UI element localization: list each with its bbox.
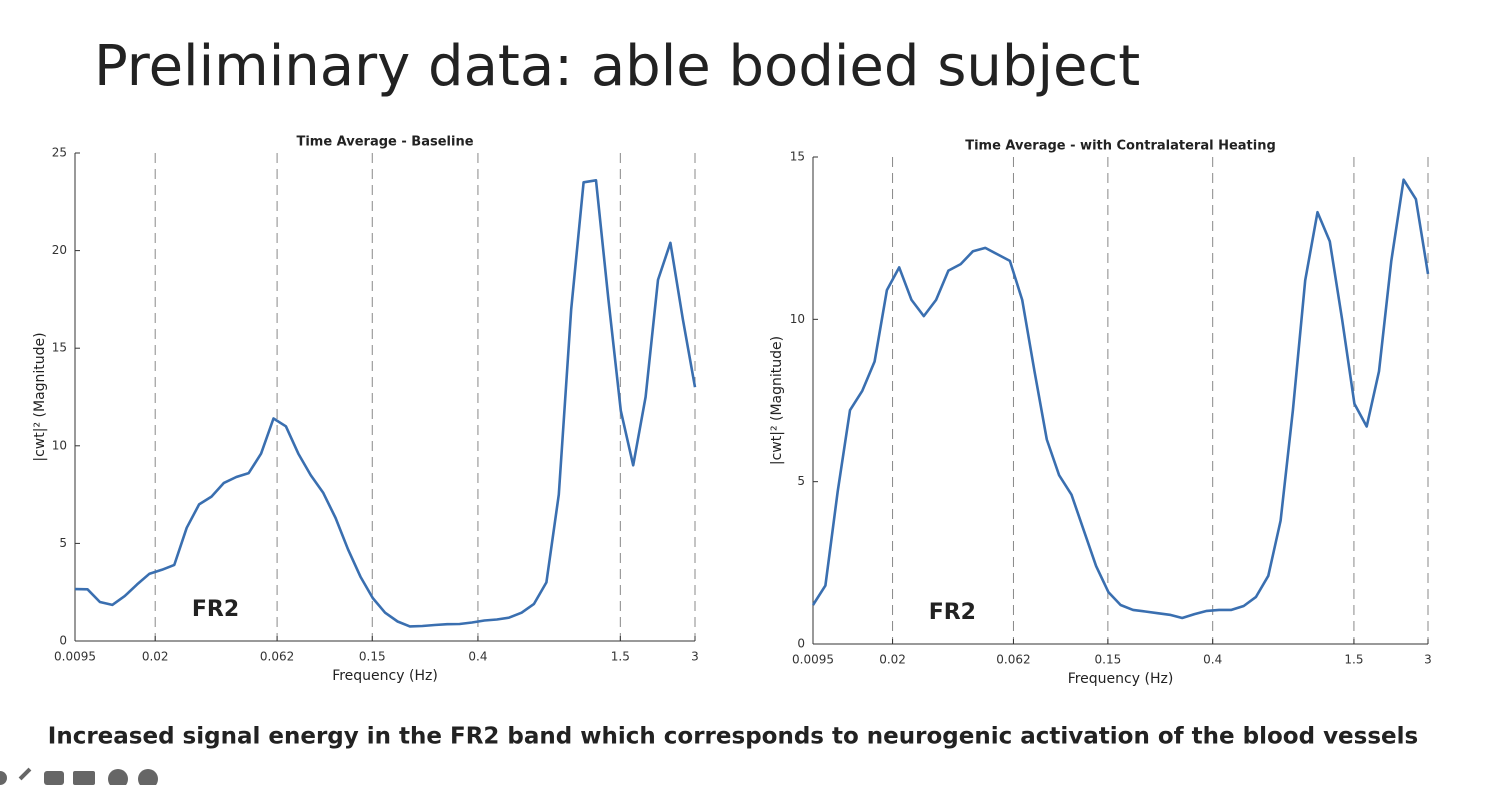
y-tick-label: 0: [797, 637, 805, 651]
toolbar-icon[interactable]: [44, 771, 64, 785]
toolbar: [0, 767, 158, 789]
x-tick-label: 0.15: [359, 650, 386, 664]
slide-title: Preliminary data: able bodied subject: [94, 34, 1140, 99]
toolbar-icon[interactable]: [108, 769, 128, 789]
data-line: [811, 178, 1430, 620]
x-tick-label: 1.5: [1344, 653, 1363, 667]
toolbar-icon[interactable]: [18, 767, 32, 781]
x-tick-label: 0.02: [879, 653, 906, 667]
y-tick-label: 25: [52, 146, 67, 160]
y-tick-label: 15: [790, 150, 805, 164]
x-tick-label: 0.4: [468, 650, 487, 664]
y-tick-label: 10: [52, 438, 67, 452]
data-line: [74, 179, 697, 628]
caption: Increased signal energy in the FR2 band …: [48, 724, 1418, 750]
y-tick-label: 5: [797, 474, 805, 488]
x-tick-label: 3: [691, 650, 699, 664]
y-tick-label: 20: [52, 243, 67, 257]
x-tick-label: 0.0095: [54, 650, 96, 664]
x-tick-label: 0.062: [996, 653, 1030, 667]
y-tick-label: 15: [52, 341, 67, 355]
y-tick-label: 0: [59, 634, 67, 648]
x-tick-label: 0.4: [1203, 653, 1222, 667]
annotation: FR2: [192, 597, 239, 622]
x-tick-label: 0.15: [1095, 653, 1122, 667]
x-tick-label: 0.02: [142, 650, 169, 664]
y-axis-label: |cwt|² (Magnitude): [32, 332, 48, 461]
y-tick-label: 5: [59, 536, 67, 550]
toolbar-icon[interactable]: [0, 771, 7, 785]
toolbar-icon[interactable]: [138, 769, 158, 789]
x-tick-label: 1.5: [611, 650, 630, 664]
x-tick-label: 0.0095: [792, 653, 834, 667]
y-axis-label: |cwt|² (Magnitude): [769, 336, 785, 465]
chart-title: Time Average - with Contralateral Heatin…: [965, 139, 1276, 154]
x-axis-label: Frequency (Hz): [1068, 671, 1174, 687]
y-tick-label: 10: [790, 312, 805, 326]
x-tick-label: 0.062: [260, 650, 294, 664]
x-tick-label: 3: [1424, 653, 1432, 667]
annotation: FR2: [929, 600, 976, 625]
toolbar-icon[interactable]: [73, 771, 95, 785]
chart-title: Time Average - Baseline: [296, 135, 473, 150]
x-axis-label: Frequency (Hz): [332, 668, 438, 684]
